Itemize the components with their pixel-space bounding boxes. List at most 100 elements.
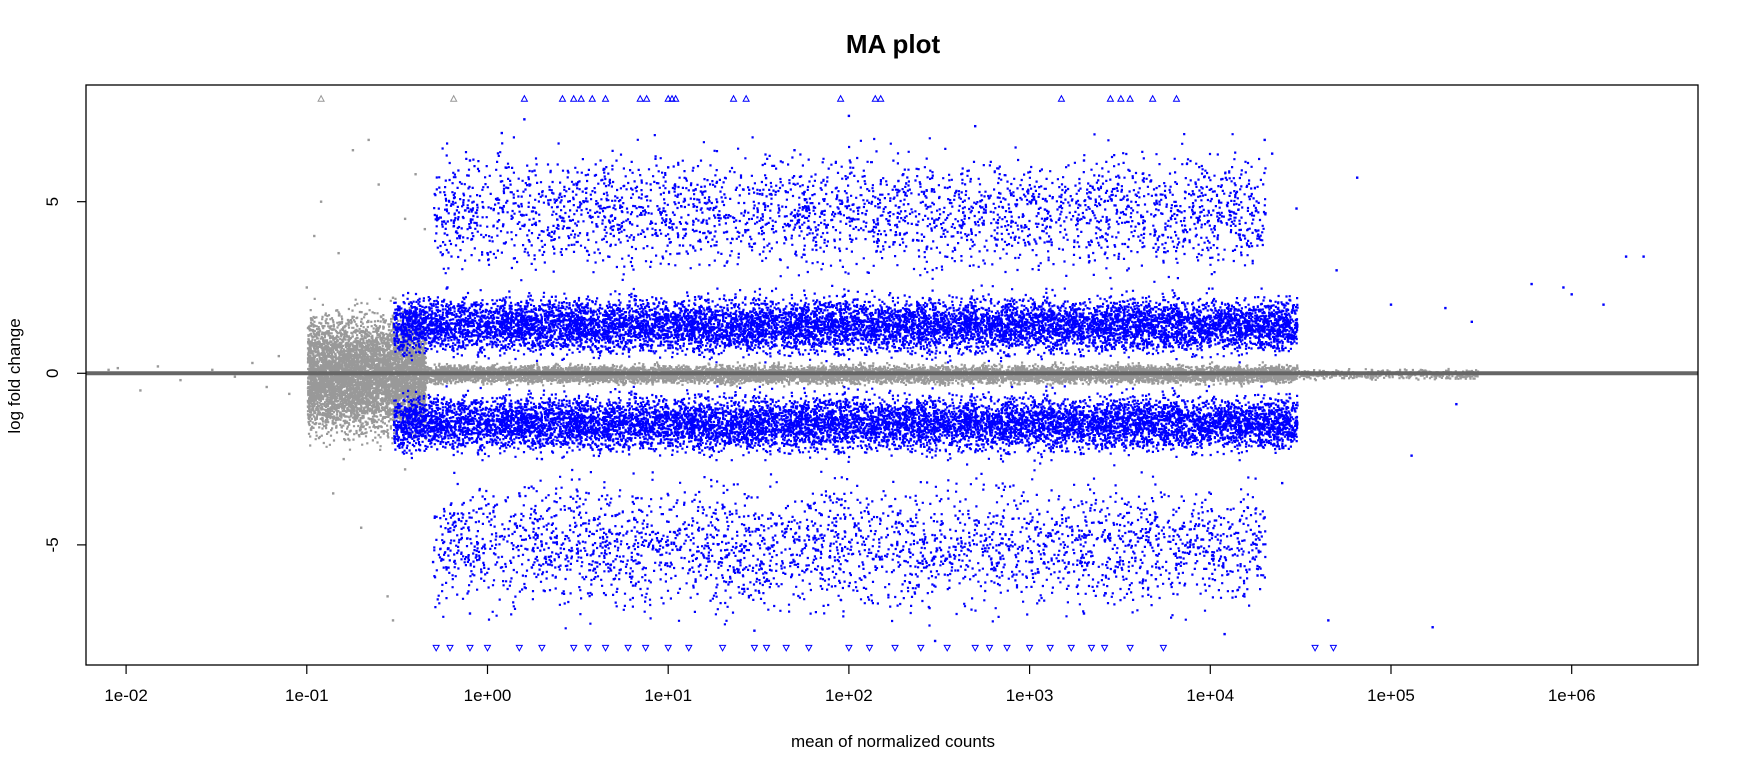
y-axis-label: log fold change — [5, 318, 24, 433]
density-band-2 — [1297, 367, 1480, 382]
data-point — [1455, 402, 1458, 406]
data-point — [750, 644, 759, 652]
data-point — [1327, 619, 1330, 622]
data-point — [377, 433, 380, 437]
data-point — [793, 149, 796, 152]
data-point — [836, 94, 845, 102]
data-point — [468, 612, 472, 615]
data-point — [1082, 159, 1086, 162]
data-point — [1642, 255, 1645, 258]
data-point — [1028, 200, 1031, 203]
data-point — [666, 166, 670, 169]
data-point — [351, 149, 355, 152]
data-point — [211, 368, 214, 372]
data-point — [377, 183, 380, 186]
data-point — [359, 320, 363, 324]
data-point — [1355, 176, 1359, 179]
data-point — [1335, 269, 1338, 272]
data-point — [446, 286, 449, 289]
data-point — [1159, 644, 1168, 652]
y-axis: -5 0 5 — [43, 197, 86, 552]
data-point — [1624, 255, 1628, 258]
data-point — [1431, 626, 1434, 629]
data-point — [601, 644, 610, 652]
data-point — [107, 368, 110, 372]
data-point — [584, 644, 592, 652]
density-band-6 — [433, 459, 1267, 630]
data-point — [251, 361, 254, 365]
data-point — [414, 173, 417, 176]
x-tick-label: 1e+04 — [1186, 686, 1234, 705]
data-point — [642, 94, 651, 102]
data-point — [569, 94, 578, 102]
data-point — [742, 94, 750, 102]
x-tick-label: 1e+03 — [1006, 686, 1054, 705]
data-point — [664, 94, 673, 102]
data-point — [331, 492, 335, 495]
data-point — [902, 173, 905, 176]
data-point — [577, 94, 586, 102]
data-point — [288, 392, 291, 396]
density-band-3 — [393, 287, 1299, 364]
data-point — [431, 560, 435, 564]
data-point — [1126, 644, 1134, 652]
data-point — [518, 492, 521, 495]
data-point — [313, 234, 316, 238]
data-point — [179, 378, 182, 382]
data-point — [500, 131, 503, 135]
data-point — [985, 644, 994, 652]
data-point — [1562, 286, 1565, 289]
density-band-3-dots — [393, 287, 1299, 364]
data-point — [342, 457, 345, 461]
x-axis-label: mean of normalized counts — [791, 732, 995, 751]
data-point — [1263, 138, 1266, 142]
data-point — [116, 366, 120, 370]
data-point — [933, 639, 937, 643]
data-point — [449, 94, 458, 102]
data-point — [486, 251, 489, 255]
x-tick-label: 1e+05 — [1367, 686, 1415, 705]
data-point — [367, 138, 370, 142]
data-point — [1410, 454, 1413, 457]
data-point — [1126, 94, 1134, 102]
data-point — [1263, 516, 1266, 519]
data-point — [1311, 644, 1319, 652]
data-point — [753, 629, 756, 632]
data-point — [1470, 320, 1473, 324]
data-point — [601, 94, 610, 102]
data-point — [403, 217, 407, 221]
data-point — [1106, 94, 1115, 102]
data-point — [588, 94, 597, 102]
chart-title: MA plot — [846, 29, 941, 59]
data-point — [847, 114, 851, 118]
y-tick-label: 5 — [43, 197, 62, 206]
data-point — [624, 644, 632, 652]
data-point — [865, 644, 874, 652]
data-point — [671, 94, 680, 102]
data-point — [1389, 303, 1393, 306]
data-point — [845, 644, 853, 652]
data-point — [1057, 94, 1066, 102]
data-point — [1082, 612, 1086, 615]
density-band-4 — [393, 385, 1299, 462]
data-point — [156, 365, 160, 368]
data-point — [916, 644, 925, 652]
data-point — [468, 159, 472, 162]
x-axis: 1e-02 1e-01 1e+00 1e+01 1e+02 1e+03 1e+04 1e+05… — [104, 665, 1596, 705]
data-point — [871, 94, 880, 102]
data-point — [139, 389, 142, 392]
data-point — [1100, 644, 1109, 652]
data-point — [1067, 644, 1076, 652]
data-point — [891, 644, 899, 652]
data-point — [337, 251, 340, 255]
series-2 — [431, 114, 1645, 643]
y-tick-label: -5 — [43, 537, 62, 552]
x-tick-label: 1e+02 — [825, 686, 873, 705]
density-band-2-dots — [1297, 367, 1480, 382]
data-point — [1154, 578, 1158, 581]
data-point — [1117, 94, 1125, 102]
data-point — [1530, 282, 1533, 286]
data-point — [305, 286, 308, 289]
